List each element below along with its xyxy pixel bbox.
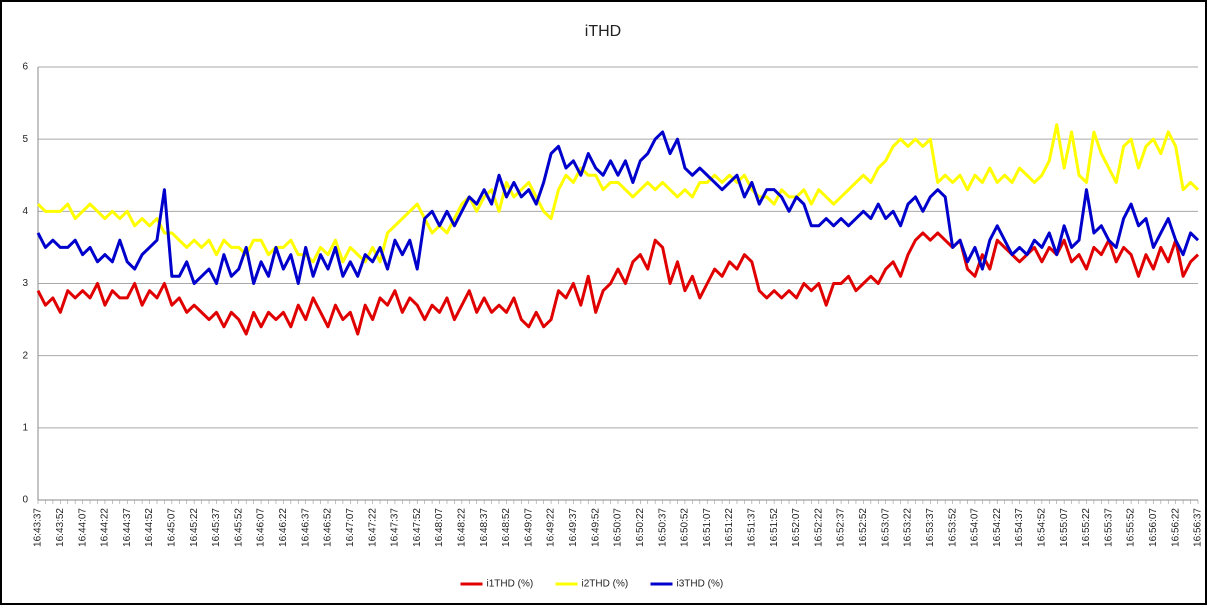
x-tick-label: 16:52:37 [836, 508, 847, 547]
y-tick-label: 5 [22, 134, 28, 145]
x-tick-label: 16:50:07 [613, 508, 624, 547]
x-tick-label: 16:45:22 [189, 508, 200, 547]
series-line [36, 231, 1200, 336]
x-tick-label: 16:51:22 [724, 508, 735, 547]
x-tick-label: 16:47:52 [412, 508, 423, 547]
x-tick-label: 16:54:37 [1014, 508, 1025, 547]
x-tick-label: 16:47:07 [345, 508, 356, 547]
x-tick-label: 16:49:37 [568, 508, 579, 547]
legend-label: i2THD (%) [582, 579, 629, 590]
x-tick-label: 16:54:07 [970, 508, 981, 547]
y-tick-label: 3 [22, 278, 28, 289]
y-tick-label: 2 [22, 350, 28, 361]
x-tick-label: 16:52:22 [813, 508, 824, 547]
x-tick-label: 16:53:07 [880, 508, 891, 547]
y-tick-label: 0 [22, 495, 28, 506]
legend-label: i3THD (%) [677, 579, 724, 590]
x-tick-label: 16:44:22 [100, 508, 111, 547]
x-tick-label: 16:51:37 [746, 508, 757, 547]
x-tick-label: 16:52:07 [791, 508, 802, 547]
x-tick-label: 16:51:07 [702, 508, 713, 547]
x-tick-label: 16:55:52 [1126, 508, 1137, 547]
x-tick-label: 16:45:52 [233, 508, 244, 547]
x-tick-label: 16:48:07 [434, 508, 445, 547]
x-tick-label: 16:45:37 [211, 508, 222, 547]
x-tick-label: 16:48:52 [501, 508, 512, 547]
legend-label: i1THD (%) [487, 579, 534, 590]
chart-title: iTHD [585, 23, 621, 40]
series-line [36, 130, 1200, 285]
x-tick-label: 16:46:52 [323, 508, 334, 547]
x-tick-label: 16:48:37 [479, 508, 490, 547]
x-tick-label: 16:53:52 [947, 508, 958, 547]
y-tick-label: 4 [22, 206, 28, 217]
x-tick-label: 16:44:07 [77, 508, 88, 547]
x-tick-label: 16:54:52 [1036, 508, 1047, 547]
x-tick-label: 16:56:07 [1148, 508, 1159, 547]
x-tick-label: 16:43:52 [55, 508, 66, 547]
x-tick-label: 16:44:52 [144, 508, 155, 547]
x-tick-label: 16:54:22 [992, 508, 1003, 547]
x-tick-label: 16:50:52 [680, 508, 691, 547]
x-tick-label: 16:56:22 [1170, 508, 1181, 547]
x-tick-label: 16:47:22 [367, 508, 378, 547]
x-tick-label: 16:46:37 [300, 508, 311, 547]
y-tick-label: 1 [22, 422, 28, 433]
x-tick-label: 16:55:07 [1059, 508, 1070, 547]
x-tick-label: 16:53:22 [903, 508, 914, 547]
x-tick-label: 16:52:52 [858, 508, 869, 547]
x-tick-label: 16:47:37 [390, 508, 401, 547]
x-tick-label: 16:49:22 [546, 508, 557, 547]
x-tick-label: 16:56:37 [1193, 508, 1204, 547]
x-tick-label: 16:51:52 [769, 508, 780, 547]
x-tick-label: 16:49:07 [523, 508, 534, 547]
x-tick-label: 16:46:07 [256, 508, 267, 547]
y-tick-label: 6 [22, 62, 28, 73]
x-tick-label: 16:55:22 [1081, 508, 1092, 547]
x-tick-label: 16:46:22 [278, 508, 289, 547]
x-tick-label: 16:45:07 [166, 508, 177, 547]
x-tick-label: 16:49:52 [590, 508, 601, 547]
x-tick-label: 16:53:37 [925, 508, 936, 547]
x-tick-label: 16:43:37 [33, 508, 44, 547]
x-tick-label: 16:50:22 [635, 508, 646, 547]
x-tick-label: 16:50:37 [657, 508, 668, 547]
x-tick-label: 16:48:22 [456, 508, 467, 547]
x-tick-label: 16:55:37 [1103, 508, 1114, 547]
x-tick-label: 16:44:37 [122, 508, 133, 547]
series-line [36, 123, 1200, 264]
